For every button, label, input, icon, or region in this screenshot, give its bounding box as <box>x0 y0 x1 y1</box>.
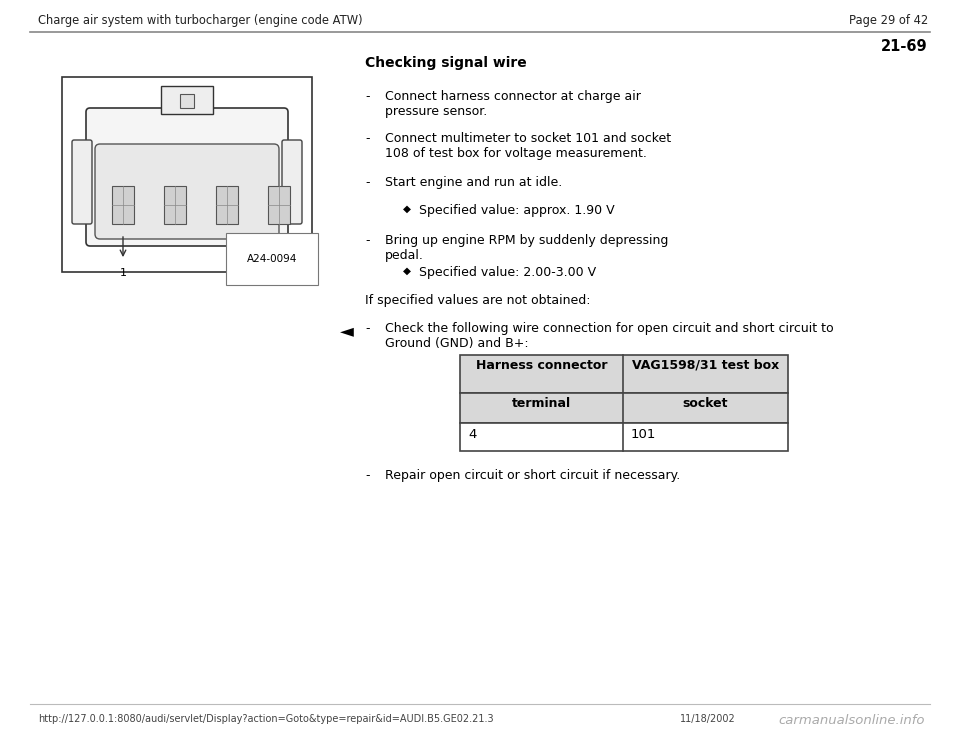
Text: http://127.0.0.1:8080/audi/servlet/Display?action=Goto&type=repair&id=AUDI.B5.GE: http://127.0.0.1:8080/audi/servlet/Displ… <box>38 714 493 724</box>
Text: Connect multimeter to socket 101 and socket
108 of test box for voltage measurem: Connect multimeter to socket 101 and soc… <box>385 132 671 160</box>
FancyBboxPatch shape <box>282 140 302 224</box>
Bar <box>268 186 290 224</box>
Text: 4: 4 <box>468 428 476 441</box>
Bar <box>164 186 186 224</box>
Text: Page 29 of 42: Page 29 of 42 <box>849 14 928 27</box>
Bar <box>460 393 788 423</box>
Text: Specified value: approx. 1.90 V: Specified value: approx. 1.90 V <box>419 204 614 217</box>
Text: Connect harness connector at charge air
pressure sensor.: Connect harness connector at charge air … <box>385 90 641 118</box>
Bar <box>180 94 194 108</box>
Bar <box>216 186 238 224</box>
Text: If specified values are not obtained:: If specified values are not obtained: <box>365 294 590 307</box>
Text: -: - <box>365 90 370 103</box>
FancyBboxPatch shape <box>95 144 279 239</box>
Text: 21-69: 21-69 <box>881 39 928 54</box>
Text: VAG1598/31 test box: VAG1598/31 test box <box>632 359 780 372</box>
Bar <box>460 355 788 393</box>
Text: Repair open circuit or short circuit if necessary.: Repair open circuit or short circuit if … <box>385 469 681 482</box>
Text: carmanualsonline.info: carmanualsonline.info <box>779 714 925 727</box>
Text: Bring up engine RPM by suddenly depressing
pedal.: Bring up engine RPM by suddenly depressi… <box>385 234 668 262</box>
Text: socket: socket <box>683 397 729 410</box>
Text: -: - <box>365 132 370 145</box>
Text: Charge air system with turbocharger (engine code ATW): Charge air system with turbocharger (eng… <box>38 14 363 27</box>
Text: -: - <box>365 176 370 189</box>
Text: Start engine and run at idle.: Start engine and run at idle. <box>385 176 563 189</box>
Text: 11/18/2002: 11/18/2002 <box>680 714 735 724</box>
FancyBboxPatch shape <box>72 140 92 224</box>
Text: Harness connector: Harness connector <box>476 359 608 372</box>
Bar <box>62 77 312 272</box>
Text: Checking signal wire: Checking signal wire <box>365 56 527 70</box>
Bar <box>161 86 213 114</box>
FancyBboxPatch shape <box>86 108 288 246</box>
Text: 101: 101 <box>631 428 657 441</box>
Bar <box>460 423 788 451</box>
Text: A24-0094: A24-0094 <box>247 254 298 264</box>
Text: 1: 1 <box>119 268 127 278</box>
Text: terminal: terminal <box>512 397 571 410</box>
Text: Check the following wire connection for open circuit and short circuit to
Ground: Check the following wire connection for … <box>385 322 833 350</box>
Text: Specified value: 2.00-3.00 V: Specified value: 2.00-3.00 V <box>419 266 596 279</box>
Text: ◄: ◄ <box>340 322 354 340</box>
Text: -: - <box>365 469 370 482</box>
Text: -: - <box>365 234 370 247</box>
Bar <box>112 186 134 224</box>
Text: 4: 4 <box>276 268 282 278</box>
Text: ◆: ◆ <box>403 266 411 276</box>
Text: ◆: ◆ <box>403 204 411 214</box>
Text: -: - <box>365 322 370 335</box>
